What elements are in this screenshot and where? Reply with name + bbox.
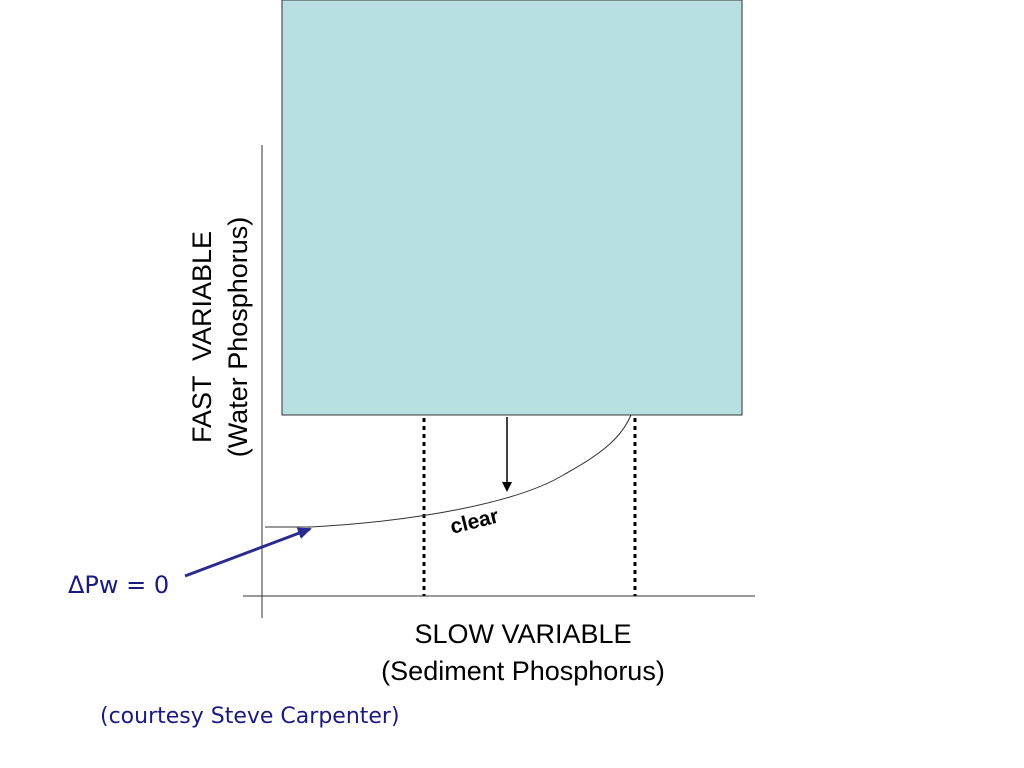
credit: (courtesy Steve Carpenter) bbox=[100, 704, 400, 729]
x-axis-subtitle: (Sediment Phosphorus) bbox=[381, 656, 665, 686]
equilibrium-label: ΔPw = 0 bbox=[68, 571, 169, 599]
pointer-arrow bbox=[184, 527, 312, 578]
y-axis-title: FAST VARIABLE bbox=[187, 231, 217, 443]
x-axis-title: SLOW VARIABLE bbox=[414, 619, 631, 649]
y-axis-subtitle: (Water Phosphorus) bbox=[223, 217, 253, 458]
equilibrium-curve bbox=[265, 414, 632, 528]
turbid-region bbox=[281, 0, 743, 416]
